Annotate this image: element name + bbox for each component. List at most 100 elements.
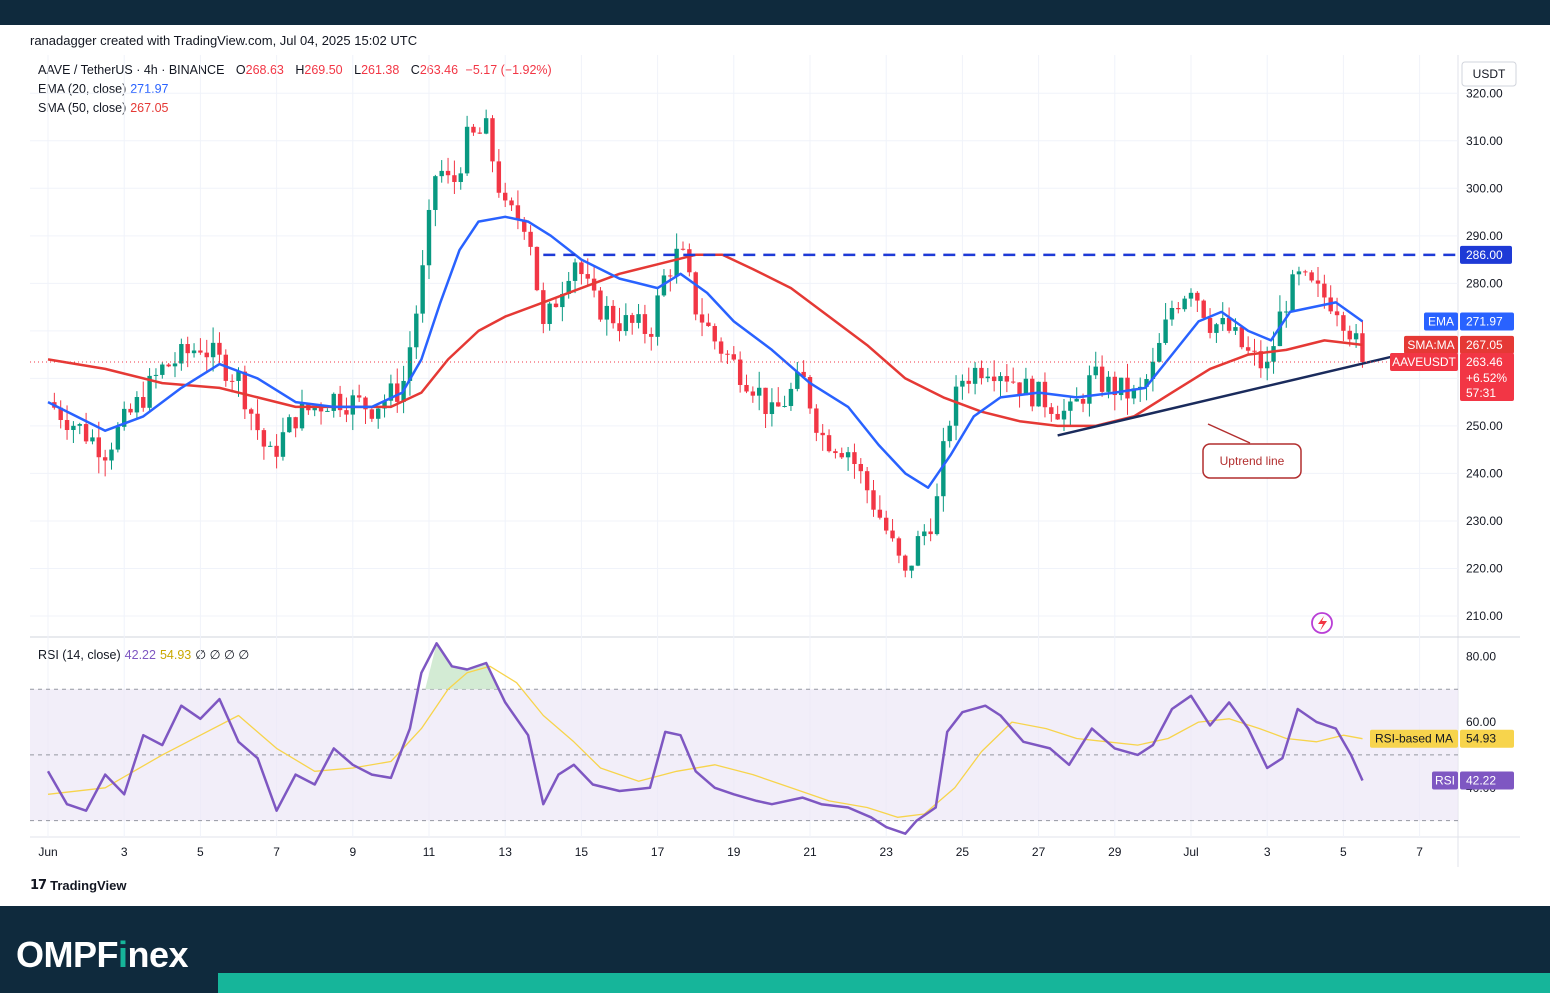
time-tick-label: 5: [197, 845, 204, 859]
rsi-extra: ∅ ∅ ∅ ∅: [195, 648, 250, 662]
candle-body: [452, 175, 457, 182]
time-tick-label: 7: [273, 845, 280, 859]
candle-body: [71, 425, 76, 431]
candle-body: [179, 344, 184, 364]
credit-text: ranadagger created with TradingView.com,…: [30, 33, 418, 48]
candle-body: [610, 305, 616, 324]
ema-axis-tag: [1460, 312, 1514, 331]
candle-body: [737, 359, 743, 385]
price-tick-label: 280.00: [1466, 276, 1503, 290]
candle-body: [312, 407, 317, 411]
rsi-label: RSI (14, close): [38, 648, 121, 662]
candle-body: [947, 425, 952, 442]
rsi-ma-line: [47, 665, 1363, 818]
rsi-legend[interactable]: RSI (14, close) 42.22 54.93 ∅ ∅ ∅ ∅: [38, 647, 249, 662]
candle-body: [731, 354, 736, 360]
symbol-name[interactable]: AAVE / TetherUS · 4h · BINANCE: [38, 63, 225, 77]
sma-axis-tag: [1460, 335, 1514, 354]
candle-body: [1195, 292, 1200, 301]
low-label: L: [354, 63, 362, 77]
candle-body: [191, 350, 197, 354]
price-tick-label: 210.00: [1466, 609, 1503, 623]
candle-body: [680, 248, 686, 250]
candle-body: [852, 452, 857, 465]
candle-body: [998, 376, 1003, 382]
candle-body: [712, 326, 717, 342]
candle-body: [687, 249, 692, 273]
candle-body: [757, 387, 762, 396]
candle-body: [541, 290, 546, 324]
sma-value: 267.05: [130, 101, 169, 115]
candle-body: [915, 536, 921, 566]
candle-body: [1125, 377, 1130, 399]
candle-body: [477, 132, 482, 134]
ema-axis-value: 271.97: [1466, 315, 1503, 329]
candle-body: [153, 374, 159, 376]
candle-body: [83, 424, 89, 442]
rsi-axis-value: 42.22: [1466, 773, 1496, 787]
rsi-ma-axis-tag: [1460, 729, 1514, 748]
candle-body: [204, 352, 209, 358]
candle-body: [725, 353, 730, 355]
candle-body: [382, 400, 387, 409]
sma-legend[interactable]: SMA (50, close) 267.05: [38, 101, 168, 115]
time-tick-label: 25: [956, 845, 970, 859]
chart-svg[interactable]: 320.00 310.00 300.00 290.00 280.00 250.00 240.…: [0, 50, 1550, 880]
price-tick-label: 310.00: [1466, 134, 1503, 148]
candle-body: [464, 126, 470, 174]
candle-body: [1182, 298, 1187, 310]
candle-body: [750, 391, 756, 396]
candle-body: [433, 176, 438, 210]
candle-body: [331, 393, 336, 411]
candle-body: [560, 293, 565, 308]
candle-body: [236, 371, 241, 381]
candle-body: [795, 371, 800, 389]
candle-body: [572, 262, 578, 281]
candle-body: [991, 376, 997, 382]
time-tick-label: 17: [651, 845, 665, 859]
candle-body: [788, 388, 794, 406]
candle-body: [1201, 300, 1206, 318]
price-tick-label: 220.00: [1466, 561, 1503, 575]
rsi-axis-tag: [1460, 771, 1514, 790]
time-tick-label: Jul: [1183, 845, 1198, 859]
candle-body: [1360, 333, 1365, 362]
price-tick-label: 300.00: [1466, 181, 1503, 195]
candle-body: [693, 272, 698, 315]
uptrend-line[interactable]: [1057, 353, 1401, 437]
candle-body: [1245, 347, 1251, 351]
lightning-icon[interactable]: [1311, 612, 1333, 634]
bar-countdown: 57:31: [1466, 386, 1496, 400]
currency-button[interactable]: [1461, 61, 1517, 87]
candle-body: [350, 395, 355, 415]
candle-body: [877, 509, 883, 518]
callout-pointer: [1207, 423, 1251, 444]
ema-value: 271.97: [130, 82, 169, 96]
time-tick-label: 21: [803, 845, 817, 859]
candle-body: [864, 471, 870, 491]
time-tick-label: 3: [121, 845, 128, 859]
candle-body: [744, 384, 749, 392]
footer-accent-bar: [218, 973, 1550, 993]
candle-body: [1303, 271, 1308, 273]
rsi-ma-name-label: RSI-based MA: [1375, 732, 1453, 746]
symbol-name-tag: [1390, 352, 1458, 371]
candle-body: [77, 424, 82, 426]
candle-body: [1163, 319, 1168, 343]
tradingview-text: TradingView: [50, 878, 127, 893]
ema-legend[interactable]: EMA (20, close) 271.97: [38, 82, 168, 96]
candle-body: [96, 437, 101, 458]
candle-body: [1099, 366, 1105, 392]
candle-body: [388, 383, 394, 401]
candle-body: [1220, 317, 1225, 325]
ema-name-tag: [1424, 312, 1458, 331]
omp-logo: OMPFinex: [16, 934, 189, 975]
candle-body: [287, 417, 292, 433]
price-tick-label: 250.00: [1466, 419, 1503, 433]
candle-body: [890, 530, 895, 539]
uptrend-callout[interactable]: [1202, 443, 1302, 479]
candle-body: [1290, 274, 1295, 312]
candle-body: [122, 408, 127, 427]
candle-body: [280, 432, 286, 457]
candle-body: [58, 407, 63, 421]
